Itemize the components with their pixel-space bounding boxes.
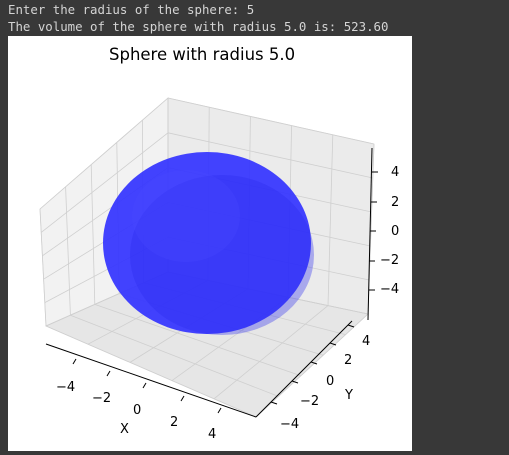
console-input-prompt: Enter the radius of the sphere: 5 [8, 2, 255, 17]
x-tick-mark [142, 382, 147, 389]
x-axis-line [45, 343, 257, 418]
x-tick-label: 2 [170, 415, 178, 430]
console-result-line: The volume of the sphere with radius 5.0… [8, 19, 389, 34]
x-tick-label: −2 [92, 391, 111, 406]
z-tick-label: 2 [391, 195, 399, 210]
x-tick-mark [180, 395, 185, 402]
y-axis-line [255, 320, 353, 418]
figure-canvas: −4 −2 0 2 4 −4 −2 0 2 4 4 2 0 −2 −4 X Y … [8, 36, 412, 451]
y-tick-label: −2 [300, 394, 319, 409]
y-tick-mark [347, 324, 355, 328]
z-tick-label: −2 [380, 253, 399, 268]
grid-line [94, 304, 301, 377]
y-tick-label: −4 [280, 417, 299, 432]
z-tick-label: 4 [391, 165, 399, 180]
y-tick-mark [310, 361, 318, 365]
grid-line [213, 305, 329, 400]
grid-line [45, 325, 257, 418]
grid-line [40, 132, 169, 233]
x-tick-label: 0 [133, 403, 141, 418]
z-tick-label: 0 [391, 224, 399, 239]
grid-line [167, 97, 375, 145]
grid-line [39, 208, 47, 327]
y-tick-label: 2 [344, 353, 352, 368]
x-tick-mark [106, 370, 111, 377]
grid-line [255, 313, 369, 418]
grid-line [167, 132, 373, 179]
y-tick-mark [270, 401, 278, 405]
grid-line [65, 186, 71, 316]
sphere-highlight [132, 170, 240, 262]
x-tick-label: 4 [208, 427, 216, 442]
sphere-shade [130, 175, 314, 335]
y-tick-label: 0 [326, 374, 334, 389]
grid-line [70, 314, 279, 397]
y-tick-label: 4 [362, 334, 370, 349]
grid-line [39, 97, 169, 210]
grid-line [327, 134, 334, 306]
plot-title: Sphere with radius 5.0 [109, 45, 295, 64]
y-tick-mark [329, 342, 337, 346]
x-tick-mark [217, 407, 222, 414]
grid-line [90, 164, 96, 305]
sphere-surface [103, 152, 311, 334]
z-axis-line [367, 147, 373, 321]
x-tick-mark [72, 358, 77, 365]
sphere-3d-plot: −4 −2 0 2 4 −4 −2 0 2 4 4 2 0 −2 −4 X Y … [39, 45, 399, 442]
y-tick-mark [291, 380, 299, 384]
x-tick-label: −4 [56, 380, 75, 395]
x-axis-label: X [120, 422, 129, 437]
z-tick-label: −4 [380, 282, 399, 297]
tick-marks [72, 171, 378, 414]
y-axis-label: Y [344, 388, 353, 403]
